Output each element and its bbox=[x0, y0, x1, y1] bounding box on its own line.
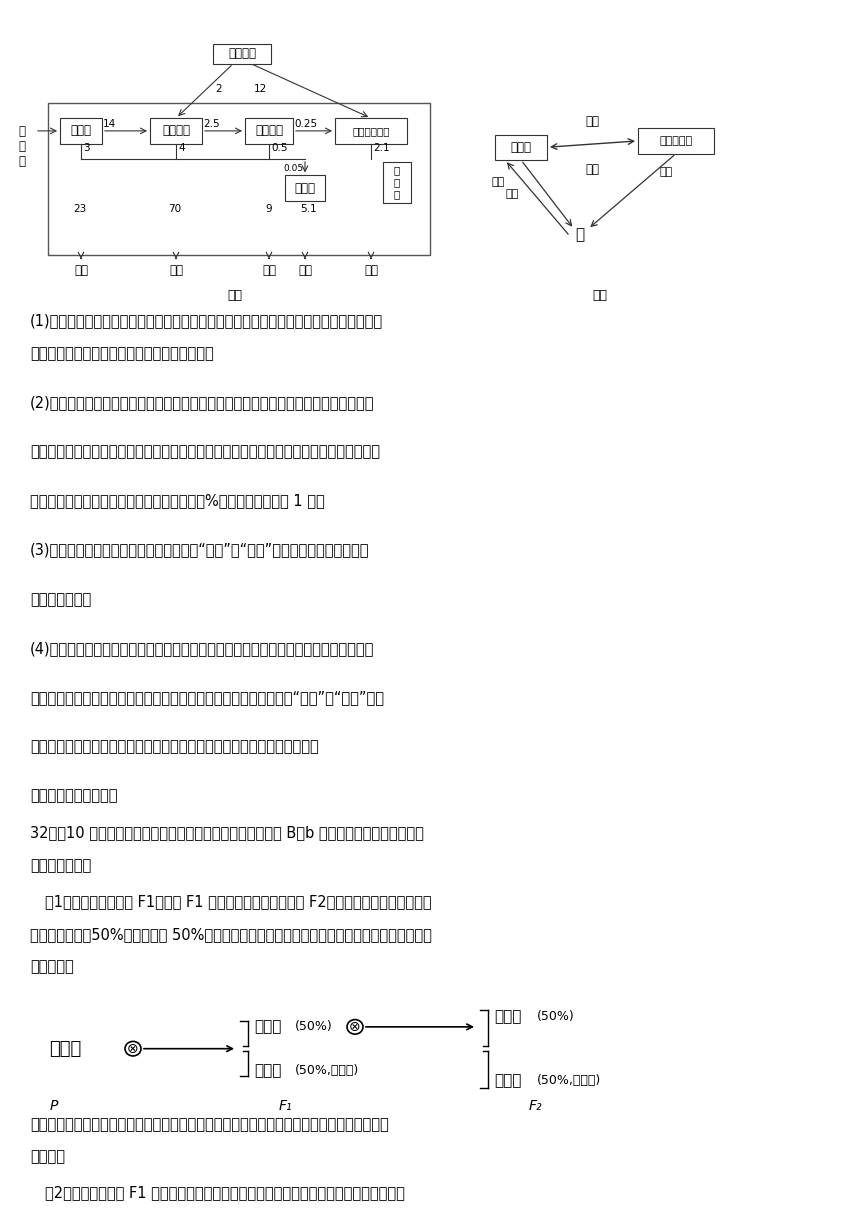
Text: 2.1: 2.1 bbox=[373, 143, 390, 153]
Text: 明生态系统的自我调节能力是＿＿＿＿＿＿＿。: 明生态系统的自我调节能力是＿＿＿＿＿＿＿。 bbox=[30, 347, 214, 361]
Text: 食物: 食物 bbox=[660, 167, 673, 176]
Text: 耕后将开始进行＿＿＿＿演替，抗拖力稳定性将逐渐＿＿＿＿＿＿（“增强”或“减弱”）。: 耕后将开始进行＿＿＿＿演替，抗拖力稳定性将逐渐＿＿＿＿＿＿（“增强”或“减弱”）… bbox=[30, 689, 384, 705]
Text: ⊗: ⊗ bbox=[127, 1042, 138, 1055]
Text: （1）让单瓣花自交得 F1，再从 F1 中选择单瓣花继续自交得 F2，如此自交多代；发现每一: （1）让单瓣花自交得 F1，再从 F1 中选择单瓣花继续自交得 F2，如此自交多… bbox=[45, 894, 432, 910]
FancyBboxPatch shape bbox=[48, 102, 430, 255]
Text: 图乙: 图乙 bbox=[593, 289, 607, 302]
Text: 太
阳
光: 太 阳 光 bbox=[19, 125, 26, 169]
Text: P: P bbox=[50, 1099, 58, 1113]
Text: 生产者: 生产者 bbox=[71, 124, 91, 137]
Text: (50%): (50%) bbox=[537, 1010, 574, 1024]
Text: 未
利
用: 未 利 用 bbox=[394, 165, 400, 199]
Text: 粪肥: 粪肥 bbox=[586, 163, 599, 175]
Text: 人: 人 bbox=[575, 227, 585, 242]
Text: 0.5: 0.5 bbox=[271, 143, 287, 153]
Text: 代中总会出现约50%的单瓣花和 50%的多瓣花，所有的多瓣花都不育（雌、雄蕊发育不完善），: 代中总会出现约50%的单瓣花和 50%的多瓣花，所有的多瓣花都不育（雌、雄蕊发育… bbox=[30, 927, 432, 941]
Text: F₂: F₂ bbox=[528, 1099, 542, 1113]
Text: 分解者: 分解者 bbox=[294, 181, 316, 195]
Text: ⊗: ⊗ bbox=[349, 1020, 361, 1034]
Text: 14: 14 bbox=[103, 119, 116, 129]
Text: 70: 70 bbox=[168, 204, 181, 214]
Text: (4)图乙中，施加到农田的粪肥里的能量，最终传递给＿＿＿＿＿＿＿＿＿生物。农田弃: (4)图乙中，施加到农田的粪肥里的能量，最终传递给＿＿＿＿＿＿＿＿＿生物。农田弃 bbox=[30, 641, 374, 655]
Text: F₁: F₁ bbox=[278, 1099, 292, 1113]
Text: 0.25: 0.25 bbox=[294, 119, 317, 129]
FancyBboxPatch shape bbox=[285, 175, 325, 201]
Text: 2.5: 2.5 bbox=[203, 119, 219, 129]
Text: 性性状。: 性性状。 bbox=[30, 1149, 65, 1165]
Text: 0.05: 0.05 bbox=[283, 164, 303, 173]
Text: 肉食动物: 肉食动物 bbox=[255, 124, 283, 137]
Text: 单瓣花: 单瓣花 bbox=[254, 1019, 281, 1035]
Text: 2: 2 bbox=[215, 84, 222, 94]
Text: 热能: 热能 bbox=[364, 264, 378, 276]
FancyBboxPatch shape bbox=[383, 162, 411, 203]
Text: 根据上述实验结果推测，：该花花瓣单瓣和多瓣的遗传遵循＿＿＿＿＿定律，＿＿＿＿＿为显: 根据上述实验结果推测，：该花花瓣单瓣和多瓣的遗传遵循＿＿＿＿＿定律，＿＿＿＿＿为… bbox=[30, 1116, 389, 1132]
FancyBboxPatch shape bbox=[213, 44, 271, 63]
Text: 多瓣花: 多瓣花 bbox=[254, 1063, 281, 1079]
Text: 多瓣花: 多瓣花 bbox=[494, 1073, 521, 1088]
Text: 单瓣花: 单瓣花 bbox=[494, 1009, 521, 1024]
Text: 热能: 热能 bbox=[262, 264, 276, 276]
Text: 4: 4 bbox=[178, 143, 185, 153]
Text: 12: 12 bbox=[254, 84, 267, 94]
FancyBboxPatch shape bbox=[638, 128, 714, 153]
Text: 做了如下研究：: 做了如下研究： bbox=[30, 858, 91, 873]
Text: (50%,均不育): (50%,均不育) bbox=[537, 1074, 601, 1087]
Text: 热能: 热能 bbox=[298, 264, 312, 276]
Text: 23: 23 bbox=[73, 204, 86, 214]
FancyBboxPatch shape bbox=[245, 118, 293, 143]
Text: (1)图甲，该地出现了较为严重的自然灾害，导致此区域的自然保护区生态环境被破坏，说: (1)图甲，该地出现了较为严重的自然灾害，导致此区域的自然保护区生态环境被破坏，… bbox=[30, 314, 383, 328]
Text: 热能: 热能 bbox=[169, 264, 183, 276]
FancyBboxPatch shape bbox=[60, 118, 102, 143]
Text: 四营养级之间的传递效率为＿＿＿＿＿＿＿＿%。（保留小数点后 1 位）: 四营养级之间的传递效率为＿＿＿＿＿＿＿＿%。（保留小数点后 1 位） bbox=[30, 494, 325, 508]
Text: 9: 9 bbox=[265, 204, 272, 214]
Text: 热能: 热能 bbox=[74, 264, 88, 276]
Text: 到的影响较大。: 到的影响较大。 bbox=[30, 592, 91, 607]
Text: 植食动物: 植食动物 bbox=[162, 124, 190, 137]
Text: (50%): (50%) bbox=[295, 1020, 333, 1034]
Text: 粪肥: 粪肥 bbox=[491, 176, 504, 187]
FancyBboxPatch shape bbox=[495, 135, 547, 161]
Text: (50%,均不育): (50%,均不育) bbox=[295, 1064, 359, 1077]
Text: （2）取上面实验中 F1 的单瓣花花粉进行离体培养，获得单倍体幼苗，继续用秋水仙素处: （2）取上面实验中 F1 的单瓣花花粉进行离体培养，获得单倍体幼苗，继续用秋水仙… bbox=[45, 1186, 405, 1200]
Text: (2)图甲中热能不能重新回到食物链中，这说明生态系统中能量流动是＿＿＿＿＿＿的。: (2)图甲中热能不能重新回到食物链中，这说明生态系统中能量流动是＿＿＿＿＿＿的。 bbox=[30, 395, 374, 410]
FancyBboxPatch shape bbox=[335, 118, 407, 143]
Text: 补偿输入: 补偿输入 bbox=[228, 47, 256, 60]
Text: 过程如图。: 过程如图。 bbox=[30, 959, 74, 974]
Text: 食物: 食物 bbox=[505, 190, 519, 199]
FancyBboxPatch shape bbox=[150, 118, 202, 143]
Text: 农作物: 农作物 bbox=[511, 141, 531, 153]
Text: 家禽、家畜: 家禽、家畜 bbox=[660, 136, 692, 146]
Text: 图甲: 图甲 bbox=[228, 289, 243, 302]
Text: 的＿＿＿＿＿＿＿＿。: 的＿＿＿＿＿＿＿＿。 bbox=[30, 788, 118, 803]
Text: 由图甲中数据可知，流经该生态系统的能量値为＿＿＿＿＿＿＿＿，能量在第三营养级到第: 由图甲中数据可知，流经该生态系统的能量値为＿＿＿＿＿＿＿＿，能量在第三营养级到第 bbox=[30, 444, 380, 460]
Text: (3)由图甲可知，营养级＿＿＿＿＿＿（填“较高”或“较低”）的生物在这场灾害中受: (3)由图甲可知，营养级＿＿＿＿＿＿（填“较高”或“较低”）的生物在这场灾害中受 bbox=[30, 542, 370, 558]
Text: 32．（10 分）某花花瓣形态的单瓣和多瓣是由一对等位基因 B、b 控制的相对性状，研究人员: 32．（10 分）某花花瓣形态的单瓣和多瓣是由一对等位基因 B、b 控制的相对性… bbox=[30, 826, 424, 840]
Text: 5.1: 5.1 bbox=[300, 204, 316, 214]
Text: 图甲被毁的自然保护区在人为干预下得以恢复，说明人类活动能够改变演替: 图甲被毁的自然保护区在人为干预下得以恢复，说明人类活动能够改变演替 bbox=[30, 739, 319, 754]
Text: 3: 3 bbox=[83, 143, 89, 153]
Text: 顶位肉食动物: 顶位肉食动物 bbox=[353, 126, 390, 136]
Text: 单瓣花: 单瓣花 bbox=[49, 1040, 81, 1058]
Text: 饲料: 饲料 bbox=[586, 116, 599, 129]
